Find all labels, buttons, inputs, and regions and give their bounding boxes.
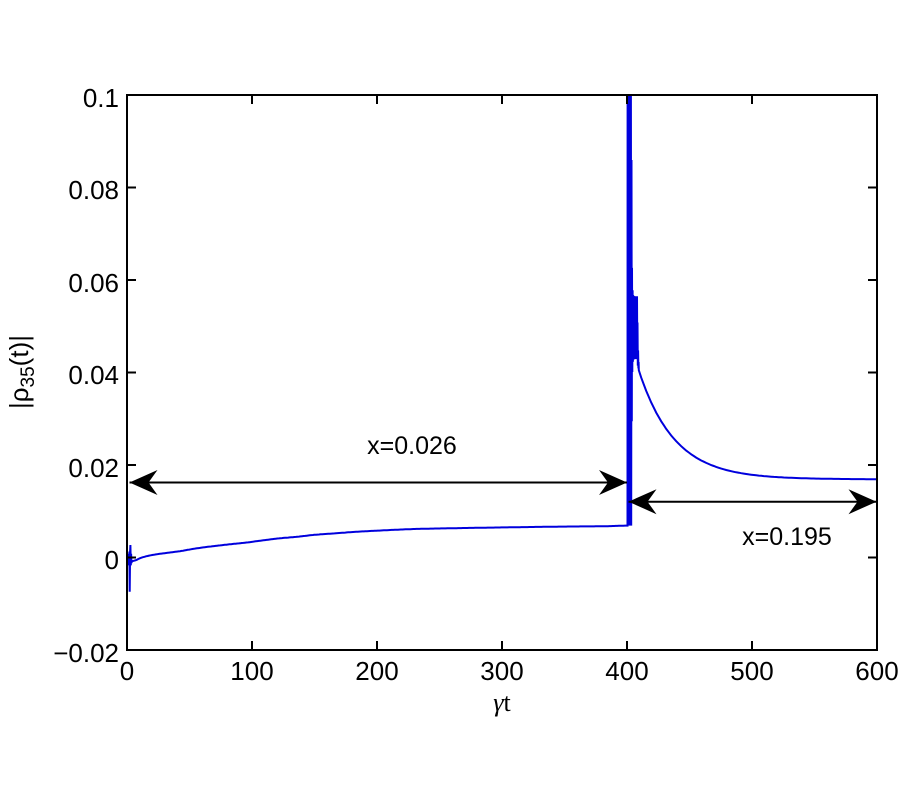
svg-text:0.04: 0.04 xyxy=(68,360,119,390)
svg-text:x=0.195: x=0.195 xyxy=(742,523,832,551)
svg-text:400: 400 xyxy=(605,656,648,686)
svg-text:300: 300 xyxy=(480,656,523,686)
svg-text:100: 100 xyxy=(230,656,273,686)
svg-text:γt: γt xyxy=(493,688,511,717)
svg-text:−0.02: −0.02 xyxy=(53,638,119,668)
svg-text:600: 600 xyxy=(855,656,898,686)
svg-text:0.08: 0.08 xyxy=(68,175,119,205)
svg-text:200: 200 xyxy=(355,656,398,686)
svg-text:x=0.026: x=0.026 xyxy=(367,432,457,460)
svg-text:0.06: 0.06 xyxy=(68,268,119,298)
svg-text:0: 0 xyxy=(120,656,134,686)
svg-text:|ρ35(t)|: |ρ35(t)| xyxy=(4,335,39,409)
svg-text:0: 0 xyxy=(105,545,119,575)
svg-text:0.1: 0.1 xyxy=(83,83,119,113)
svg-text:0.02: 0.02 xyxy=(68,453,119,483)
svg-text:500: 500 xyxy=(730,656,773,686)
